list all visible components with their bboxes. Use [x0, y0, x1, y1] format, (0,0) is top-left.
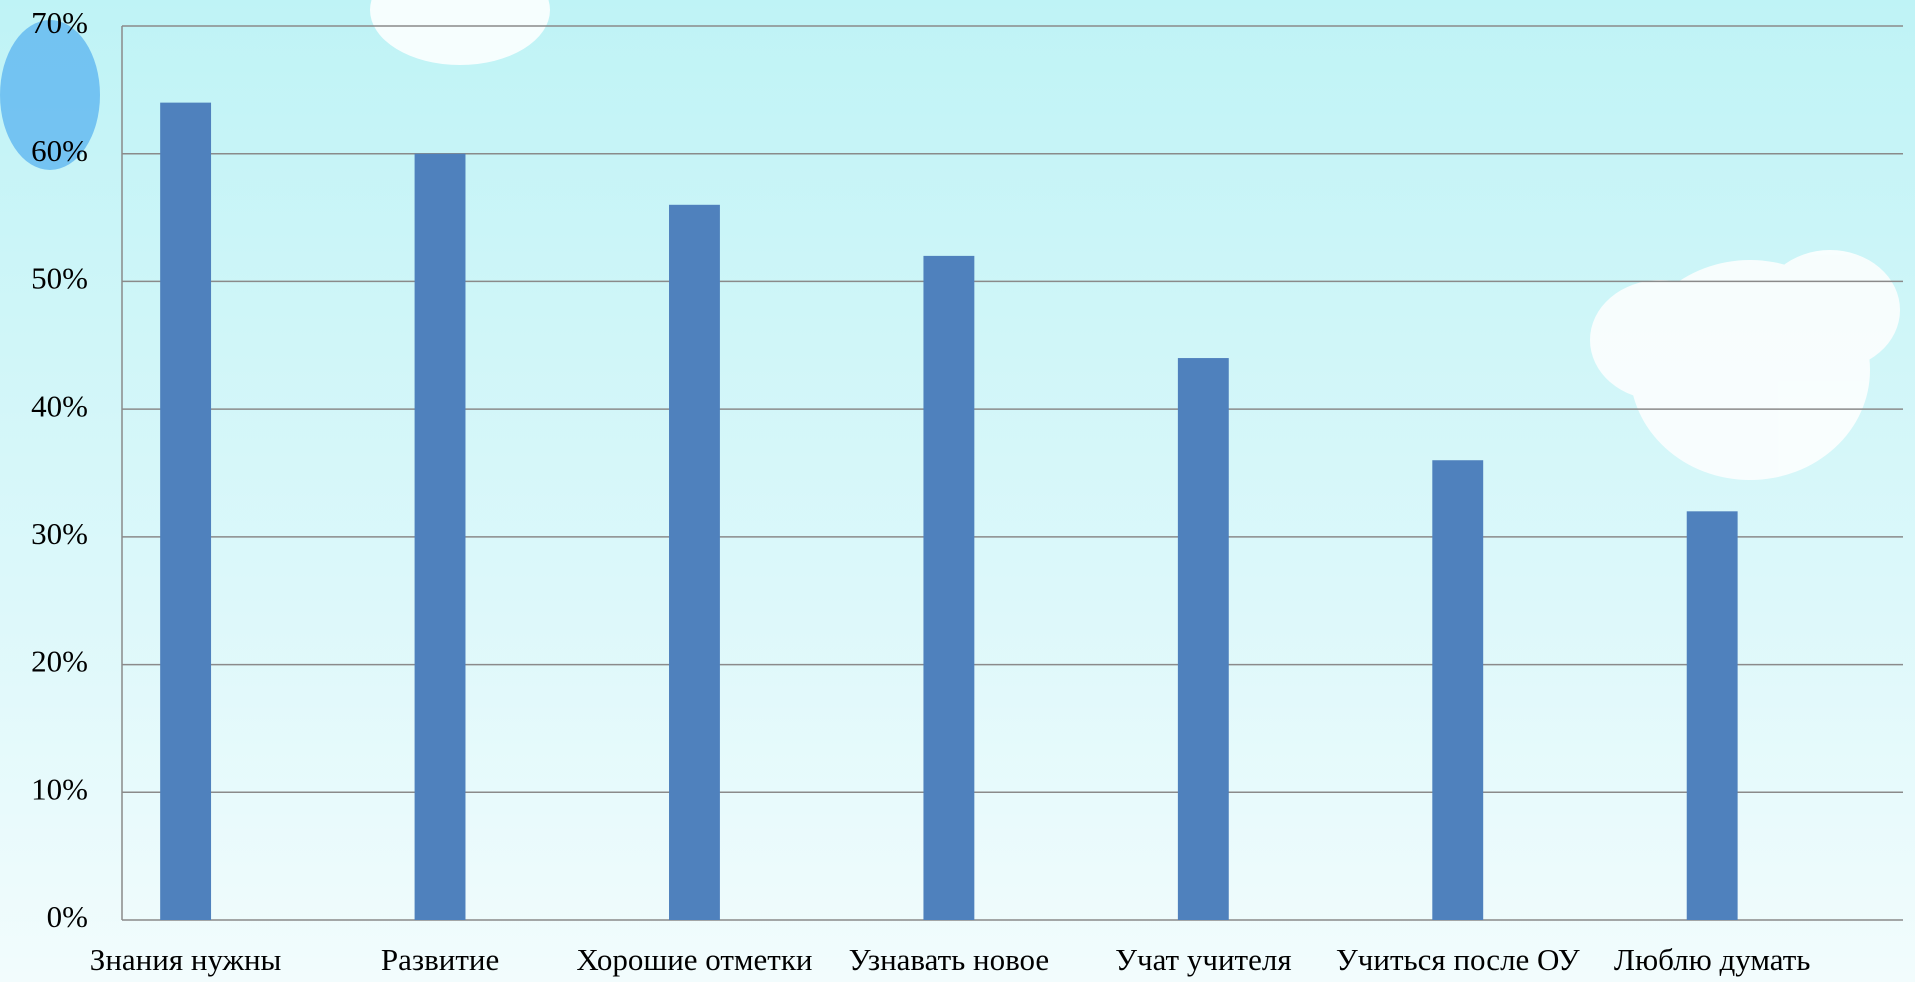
x-tick-label: Знания нужны	[90, 942, 282, 977]
cloud	[370, 0, 1900, 480]
bar	[1177, 358, 1229, 920]
x-tick-label: Люблю думать	[1614, 942, 1810, 977]
bar	[414, 153, 466, 920]
x-tick-label: Хорошие отметки	[576, 942, 812, 977]
bar	[160, 102, 212, 921]
balloon	[0, 20, 100, 170]
x-tick-label: Узнавать новое	[849, 942, 1050, 977]
bar	[669, 204, 720, 921]
bar	[1432, 460, 1484, 920]
y-tick-label: 60%	[31, 133, 88, 168]
y-tick-label: 70%	[31, 5, 88, 40]
x-tick-label: Учат учителя	[1115, 942, 1292, 977]
y-tick-label: 0%	[47, 899, 88, 934]
x-tick-label: Учиться после ОУ	[1336, 942, 1580, 977]
y-tick-label: 10%	[31, 771, 88, 806]
bar	[1686, 511, 1738, 920]
y-tick-label: 40%	[31, 388, 88, 423]
y-tick-label: 30%	[31, 516, 88, 551]
y-tick-label: 20%	[31, 644, 88, 679]
bar	[923, 255, 975, 920]
x-tick-label: Развитие	[381, 942, 499, 977]
y-tick-label: 50%	[31, 261, 88, 296]
